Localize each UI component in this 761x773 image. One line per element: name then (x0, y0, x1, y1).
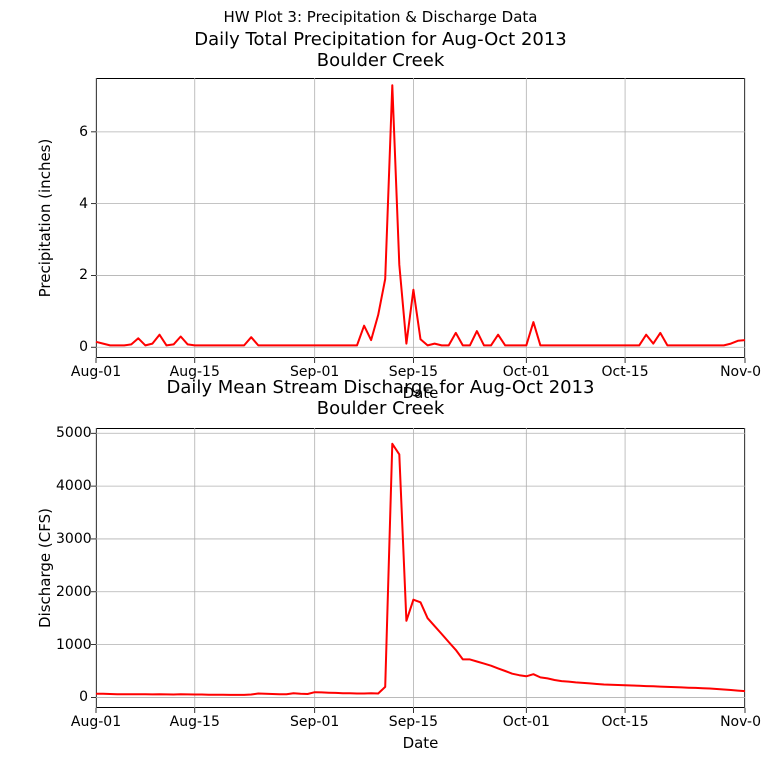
figure: HW Plot 3: Precipitation & Discharge Dat… (0, 0, 761, 773)
x-tick-label: Sep-15 (389, 714, 438, 730)
y-tick-label: 0 (56, 689, 88, 705)
y-tick-label: 5000 (56, 425, 88, 441)
bottom-chart-svg (0, 0, 761, 773)
x-tick-label: Sep-01 (290, 714, 339, 730)
y-tick-label: 4000 (56, 478, 88, 494)
x-tick-label: Oct-15 (602, 714, 649, 730)
y-tick-label: 2000 (56, 584, 88, 600)
x-tick-label: Nov-01 (720, 714, 761, 730)
bottom-chart-ylabel: Discharge (CFS) (36, 488, 54, 648)
bottom-chart-xlabel: Date (96, 734, 745, 752)
y-tick-label: 3000 (56, 531, 88, 547)
x-tick-label: Aug-15 (170, 714, 220, 730)
y-tick-label: 1000 (56, 637, 88, 653)
x-tick-label: Oct-01 (503, 714, 550, 730)
x-tick-label: Aug-01 (71, 714, 121, 730)
